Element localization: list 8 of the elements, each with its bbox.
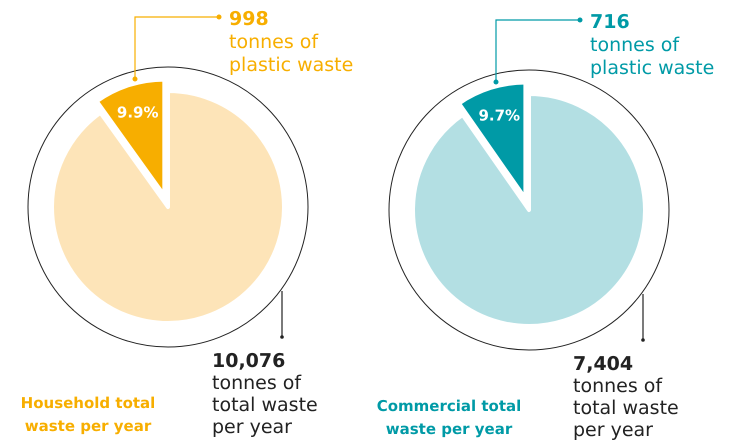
text: Commercial total waste per year (376, 397, 522, 438)
text: 716 tonnes of plastic waste (590, 11, 714, 79)
text: 10,076 tonnes of total waste per year (212, 350, 318, 438)
text: 7,404 tonnes of total waste per year (573, 353, 679, 441)
data-label: 9.9% (116, 104, 159, 122)
data-label: 9.7% (478, 106, 520, 125)
text: Household total waste per year (20, 394, 156, 435)
text: 998 tonnes of plastic waste (229, 8, 354, 76)
